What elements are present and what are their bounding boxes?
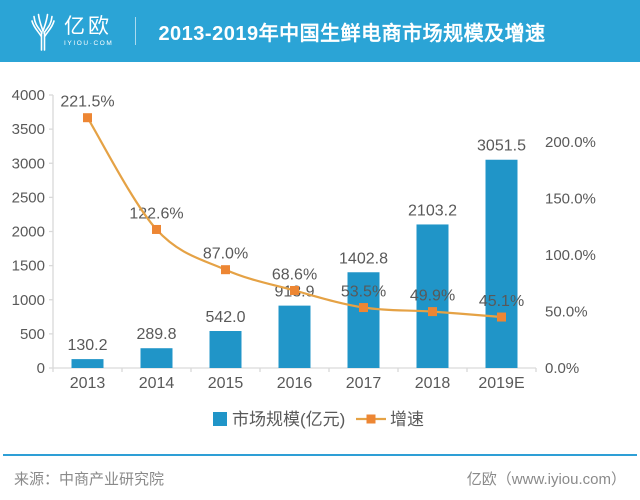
- footer-divider-line: [3, 454, 637, 456]
- svg-text:0.0%: 0.0%: [545, 360, 579, 377]
- svg-text:2014: 2014: [139, 375, 175, 392]
- svg-text:2015: 2015: [208, 375, 244, 392]
- svg-text:2103.2: 2103.2: [408, 202, 457, 219]
- svg-text:1402.8: 1402.8: [339, 250, 388, 267]
- svg-text:增速: 增速: [390, 410, 424, 429]
- iyiou-sprout-icon: [31, 13, 55, 51]
- svg-text:289.8: 289.8: [136, 326, 176, 343]
- svg-text:49.9%: 49.9%: [410, 288, 455, 305]
- iyiou-logo: 亿欧 IYIOU·COM: [28, 11, 113, 51]
- svg-text:68.6%: 68.6%: [272, 266, 317, 283]
- svg-text:50.0%: 50.0%: [545, 304, 588, 321]
- svg-text:221.5%: 221.5%: [60, 94, 114, 111]
- svg-text:2017: 2017: [346, 375, 382, 392]
- logo-name: 亿欧: [64, 14, 112, 38]
- header-divider: [135, 17, 137, 45]
- svg-text:2013: 2013: [70, 375, 106, 392]
- market-size-growth-chart: 0 500 1000 1500 2000 2500 3000 3500 4000 0.0% 50.0…: [12, 87, 596, 429]
- svg-text:500: 500: [20, 326, 45, 343]
- logo-subtext: IYIOU·COM: [64, 39, 114, 47]
- svg-text:45.1%: 45.1%: [479, 293, 524, 310]
- credit-text: 亿欧（www.iyiou.com）: [466, 471, 626, 488]
- svg-text:150.0%: 150.0%: [545, 191, 596, 208]
- svg-text:100.0%: 100.0%: [545, 247, 596, 264]
- logo-text: 亿欧 IYIOU·COM: [64, 14, 114, 47]
- chart-title: 2013-2019年中国生鲜电商市场规模及增速: [158, 22, 546, 45]
- svg-text:122.6%: 122.6%: [129, 205, 183, 222]
- svg-text:3500: 3500: [12, 121, 45, 138]
- footer: 来源：中商产业研究院 亿欧（www.iyiou.com）: [0, 468, 640, 489]
- source-text: 来源：中商产业研究院: [14, 471, 165, 488]
- svg-text:1000: 1000: [12, 292, 45, 309]
- svg-text:87.0%: 87.0%: [203, 246, 248, 263]
- svg-text:2500: 2500: [12, 189, 45, 206]
- svg-text:0: 0: [37, 360, 45, 377]
- svg-text:542.0: 542.0: [205, 309, 245, 326]
- svg-text:4000: 4000: [12, 87, 45, 104]
- svg-text:2000: 2000: [12, 224, 45, 241]
- svg-text:3051.5: 3051.5: [477, 138, 526, 155]
- svg-text:53.5%: 53.5%: [341, 284, 386, 301]
- header-banner: 亿欧 IYIOU·COM 2013-2019年中国生鲜电商市场规模及增速: [0, 0, 640, 62]
- svg-text:2016: 2016: [277, 375, 313, 392]
- svg-text:3000: 3000: [12, 155, 45, 172]
- svg-text:1500: 1500: [12, 258, 45, 275]
- svg-text:2018: 2018: [415, 375, 451, 392]
- svg-text:市场规模(亿元): 市场规模(亿元): [232, 410, 345, 429]
- svg-text:2019E: 2019E: [478, 375, 524, 392]
- svg-text:130.2: 130.2: [67, 337, 107, 354]
- svg-text:200.0%: 200.0%: [545, 134, 596, 151]
